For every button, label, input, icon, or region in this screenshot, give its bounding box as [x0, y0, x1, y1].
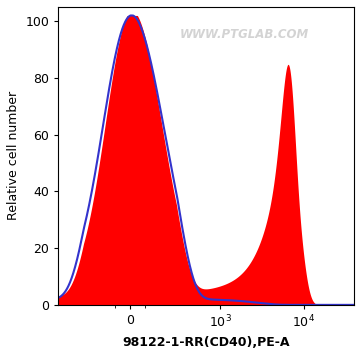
- Y-axis label: Relative cell number: Relative cell number: [7, 91, 20, 220]
- X-axis label: 98122-1-RR(CD40),PE-A: 98122-1-RR(CD40),PE-A: [122, 336, 290, 349]
- Text: WWW.PTGLAB.COM: WWW.PTGLAB.COM: [180, 28, 309, 41]
